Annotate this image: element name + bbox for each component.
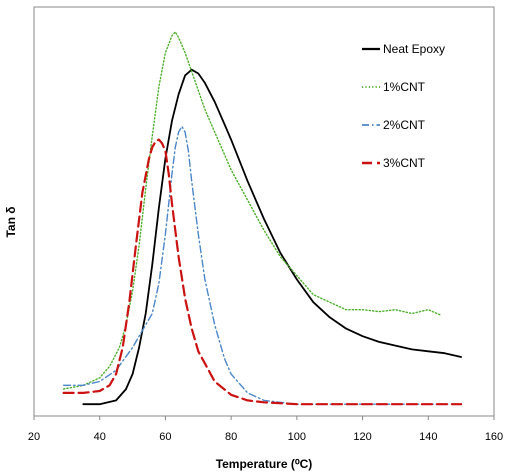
x-tick-label: 100 [288, 431, 306, 443]
series-group [62, 31, 463, 406]
series-line-1 [62, 31, 443, 390]
legend: Neat Epoxy 1%CNT 2%CNT 3%CNT [362, 42, 445, 170]
legend-label-0: Neat Epoxy [383, 42, 445, 56]
plot-frame [33, 6, 495, 417]
legend-label-3: 3%CNT [383, 156, 426, 170]
x-tick-label: 120 [353, 431, 371, 443]
series-line-0 [82, 68, 463, 406]
x-tick-label: 140 [419, 431, 437, 443]
legend-label-2: 2%CNT [383, 118, 426, 132]
x-tick-label: 60 [159, 431, 171, 443]
series-line-3 [62, 138, 463, 406]
x-axis-title: Temperature (⁰C) [216, 457, 313, 471]
x-tick-label: 20 [28, 431, 40, 443]
y-axis-title: Tan δ [4, 206, 18, 237]
x-tick-label: 40 [94, 431, 106, 443]
x-axis-ticks: 20 40 60 80 100 120 140 160 [28, 416, 503, 443]
x-tick-label: 160 [485, 431, 503, 443]
legend-label-1: 1%CNT [383, 80, 426, 94]
x-tick-label: 80 [225, 431, 237, 443]
